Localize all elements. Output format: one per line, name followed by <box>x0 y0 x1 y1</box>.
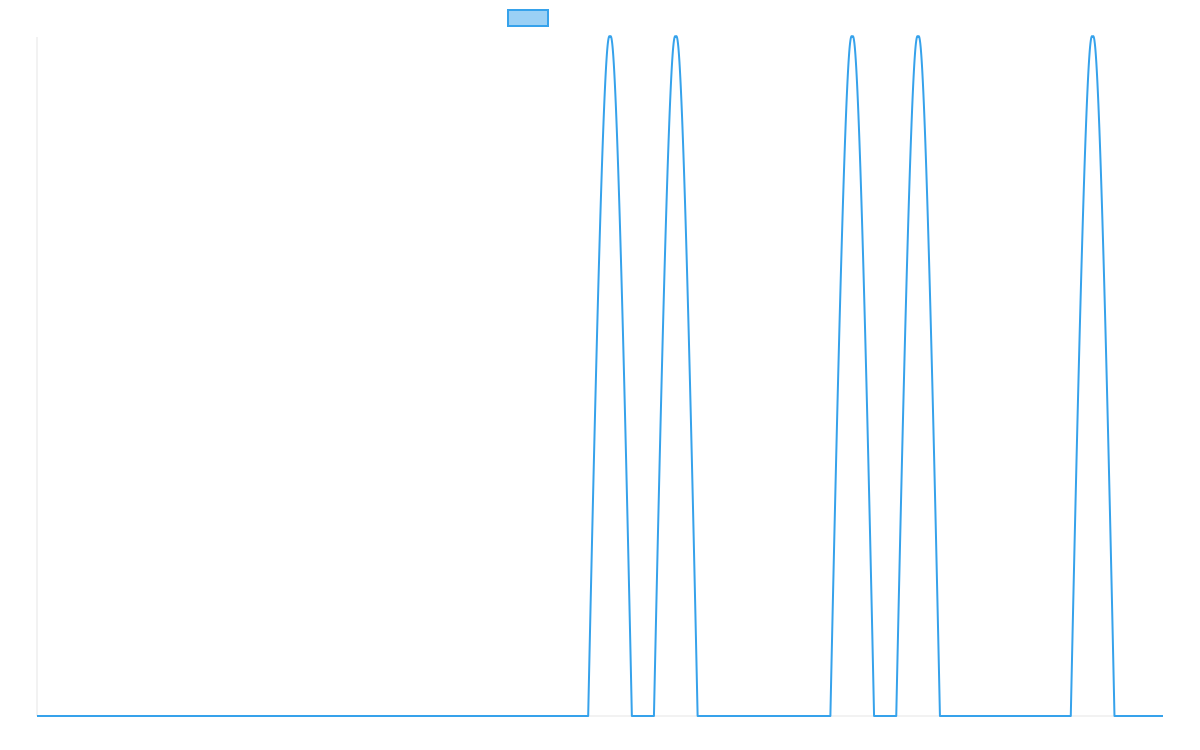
series-layer <box>37 35 1163 717</box>
legend[interactable] <box>507 9 549 27</box>
legend-swatch[interactable] <box>507 9 549 27</box>
series-line <box>37 35 1163 717</box>
